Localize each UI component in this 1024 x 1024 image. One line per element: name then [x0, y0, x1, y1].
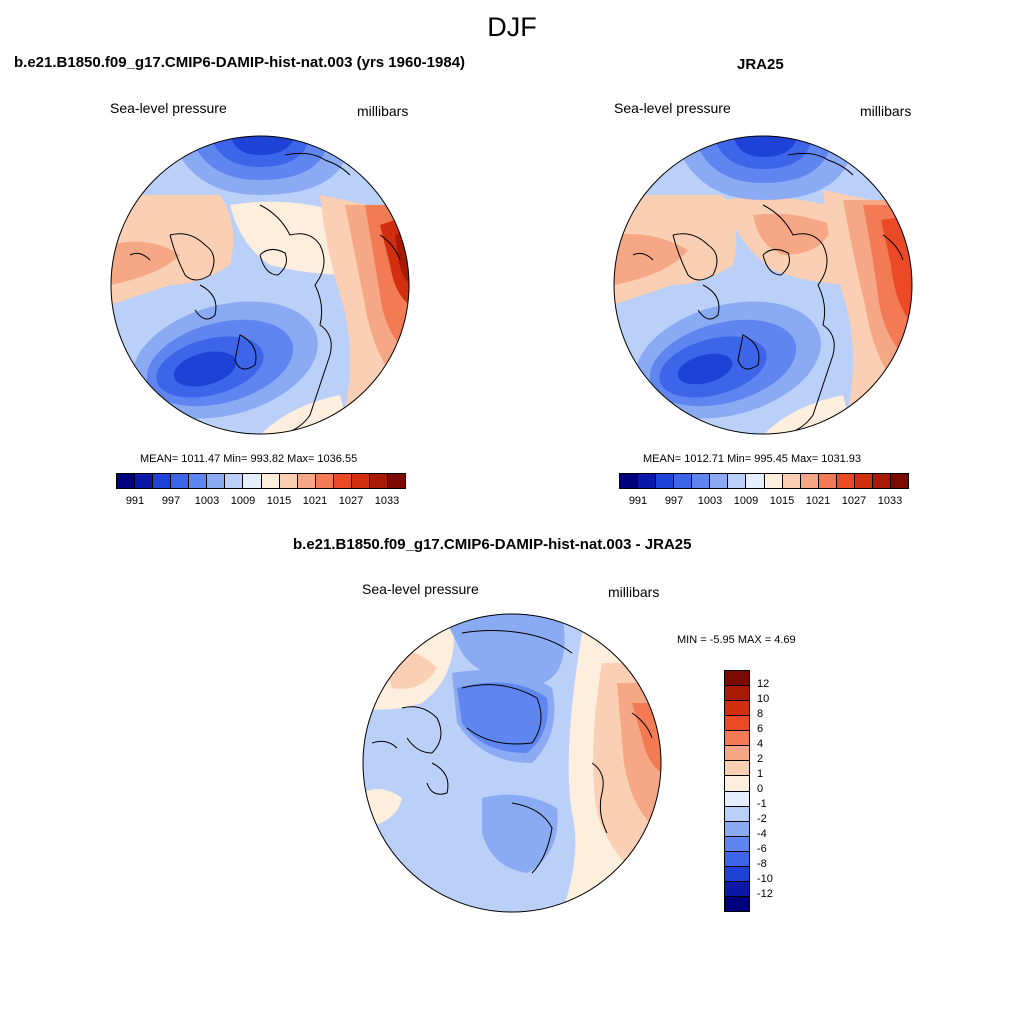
colorbar-swatch [725, 671, 749, 687]
panel-2-stats: MEAN= 1012.71 Min= 995.45 Max= 1031.93 [643, 453, 862, 465]
colorbar-swatch [710, 474, 729, 488]
panel-2-polar-map [613, 135, 913, 435]
colorbar-tick-label: 1003 [697, 495, 723, 507]
colorbar-swatch [872, 474, 891, 488]
colorbar-swatch [746, 474, 765, 488]
colorbar-swatch [387, 474, 405, 488]
panel-2-colorbar [619, 473, 909, 489]
colorbar-swatch [725, 701, 749, 717]
colorbar-swatch [725, 731, 749, 747]
figure-title: DJF [487, 12, 537, 42]
colorbar-swatch [297, 474, 316, 488]
panel-3-colorbar [724, 670, 750, 912]
colorbar-swatch [369, 474, 388, 488]
colorbar-swatch [243, 474, 262, 488]
colorbar-swatch [725, 866, 749, 882]
panel-2-units-label: millibars [860, 103, 912, 119]
colorbar-tick-label: 4 [757, 738, 764, 750]
panel-1-stats: MEAN= 1011.47 Min= 993.82 Max= 1036.55 [140, 453, 358, 465]
colorbar-tick-label: 997 [664, 495, 684, 507]
colorbar-tick-label: 1003 [194, 495, 220, 507]
colorbar-swatch [800, 474, 819, 488]
colorbar-swatch [725, 791, 749, 807]
colorbar-tick-label: 0 [757, 783, 764, 795]
colorbar-swatch [725, 746, 749, 762]
panel-2-field-label: Sea-level pressure [614, 100, 731, 116]
colorbar-swatch [725, 686, 749, 702]
colorbar-swatch [725, 806, 749, 822]
colorbar-swatch [171, 474, 190, 488]
colorbar-swatch [725, 851, 749, 867]
colorbar-tick-label: 1021 [302, 495, 328, 507]
colorbar-tick-label: -6 [757, 843, 767, 855]
colorbar-tick-label: 991 [125, 495, 145, 507]
colorbar-swatch [279, 474, 298, 488]
colorbar-tick-label: 1033 [374, 495, 400, 507]
colorbar-tick-label: 1009 [733, 495, 759, 507]
colorbar-tick-label: -4 [757, 828, 767, 840]
colorbar-tick-label: 1027 [841, 495, 867, 507]
colorbar-tick-label: 991 [628, 495, 648, 507]
colorbar-swatch [207, 474, 226, 488]
colorbar-swatch [620, 474, 639, 488]
colorbar-swatch [818, 474, 837, 488]
colorbar-tick-label: 997 [161, 495, 181, 507]
panel-3-units-label: millibars [608, 584, 660, 600]
colorbar-swatch [692, 474, 711, 488]
colorbar-tick-label: 1021 [805, 495, 831, 507]
colorbar-swatch [836, 474, 855, 488]
colorbar-swatch [764, 474, 783, 488]
colorbar-tick-label: -12 [757, 888, 773, 900]
colorbar-tick-label: 1015 [266, 495, 292, 507]
colorbar-tick-label: 1015 [769, 495, 795, 507]
colorbar-swatch [261, 474, 280, 488]
colorbar-swatch [725, 836, 749, 852]
colorbar-swatch [728, 474, 747, 488]
colorbar-swatch [333, 474, 352, 488]
colorbar-tick-label: 6 [757, 723, 764, 735]
panel-1-units-label: millibars [357, 103, 409, 119]
colorbar-swatch [674, 474, 693, 488]
colorbar-swatch [656, 474, 675, 488]
panel-3-field-label: Sea-level pressure [362, 581, 479, 597]
colorbar-swatch [725, 716, 749, 732]
colorbar-swatch [725, 896, 749, 911]
colorbar-swatch [854, 474, 873, 488]
colorbar-tick-label: 1033 [877, 495, 903, 507]
colorbar-swatch [782, 474, 801, 488]
colorbar-swatch [638, 474, 657, 488]
colorbar-tick-label: 2 [757, 753, 764, 765]
colorbar-swatch [153, 474, 172, 488]
colorbar-swatch [351, 474, 370, 488]
colorbar-swatch [189, 474, 208, 488]
colorbar-tick-label: 8 [757, 708, 764, 720]
colorbar-tick-label: -8 [757, 858, 767, 870]
panel-2-title: JRA25 [737, 56, 784, 73]
panel-1-colorbar [116, 473, 406, 489]
panel-1-polar-map [110, 135, 410, 435]
colorbar-swatch [890, 474, 908, 488]
colorbar-swatch [725, 761, 749, 777]
colorbar-tick-label: -1 [757, 798, 767, 810]
colorbar-tick-label: 1027 [338, 495, 364, 507]
colorbar-tick-label: 12 [757, 678, 770, 690]
colorbar-swatch [135, 474, 154, 488]
colorbar-tick-label: 10 [757, 693, 770, 705]
colorbar-swatch [225, 474, 244, 488]
colorbar-swatch [725, 821, 749, 837]
panel-1-field-label: Sea-level pressure [110, 100, 227, 116]
colorbar-swatch [117, 474, 136, 488]
colorbar-swatch [725, 881, 749, 897]
colorbar-tick-label: -10 [757, 873, 773, 885]
colorbar-tick-label: -2 [757, 813, 767, 825]
colorbar-tick-label: 1009 [230, 495, 256, 507]
colorbar-swatch [315, 474, 334, 488]
panel-3-polar-map [362, 613, 662, 913]
colorbar-swatch [725, 776, 749, 792]
panel-3-stats: MIN = -5.95 MAX = 4.69 [677, 634, 796, 646]
colorbar-tick-label: 1 [757, 768, 764, 780]
panel-1-title: b.e21.B1850.f09_g17.CMIP6-DAMIP-hist-nat… [14, 54, 466, 71]
panel-3-title: b.e21.B1850.f09_g17.CMIP6-DAMIP-hist-nat… [293, 536, 692, 553]
